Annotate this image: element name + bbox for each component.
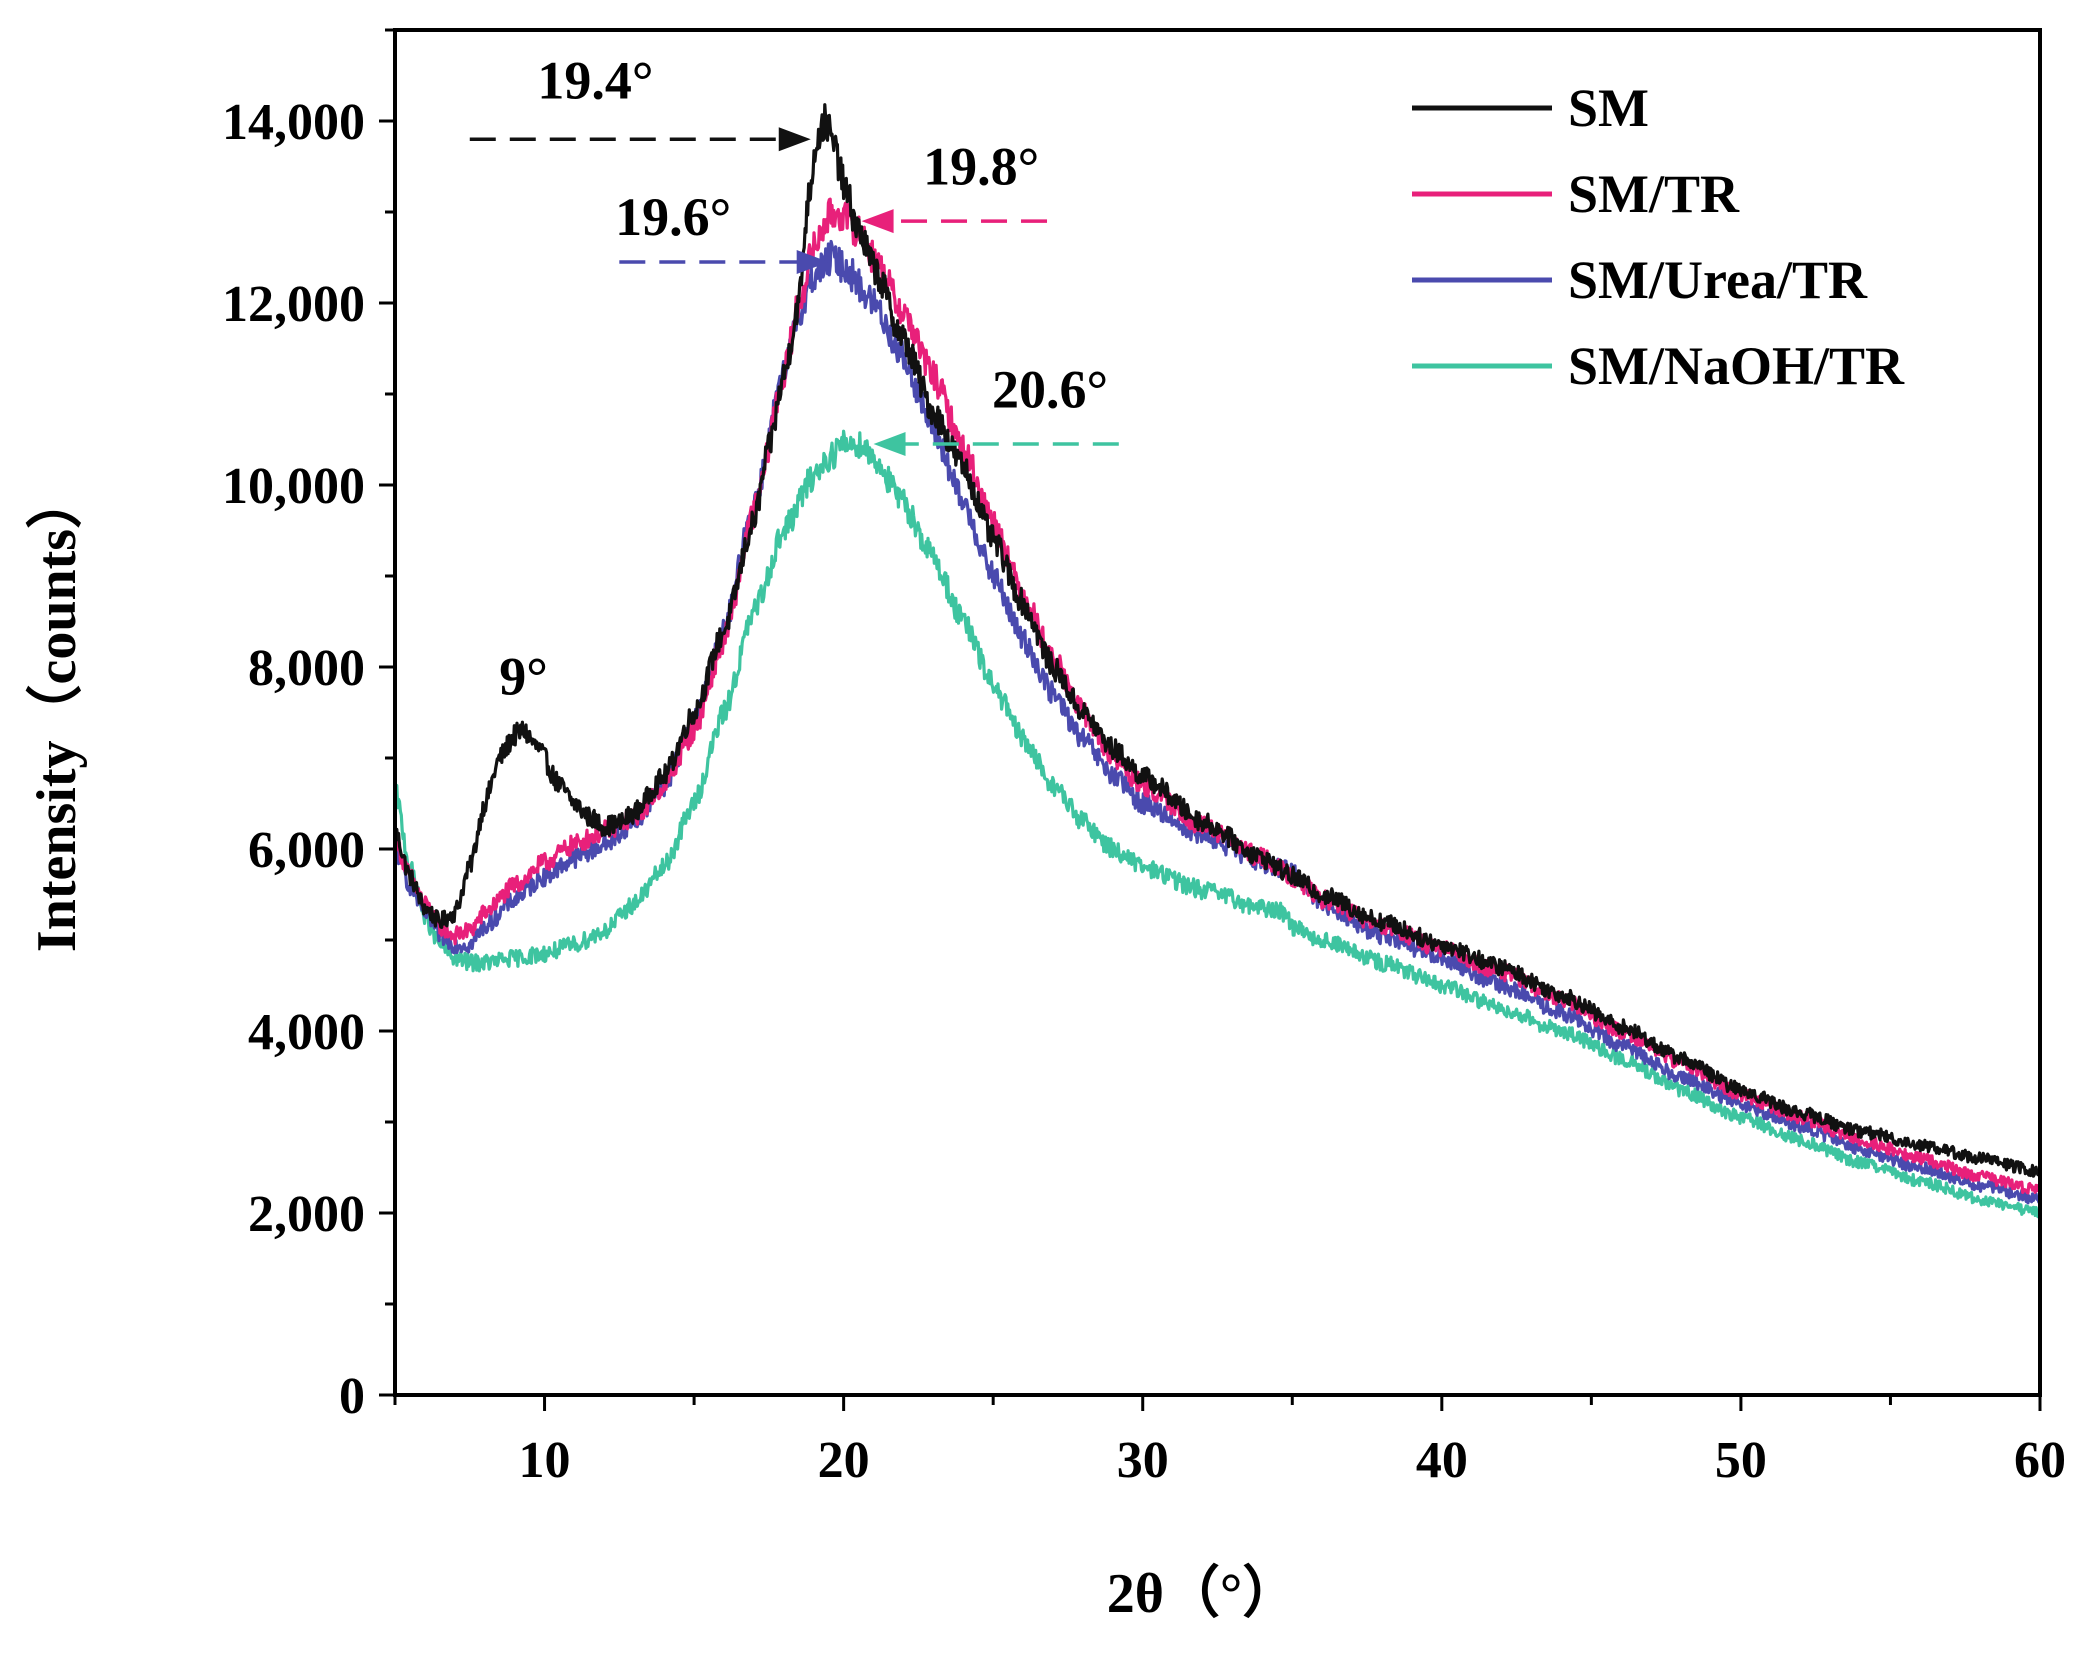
annotation-arrowhead — [861, 209, 894, 234]
y-tick-label: 12,000 — [222, 276, 365, 333]
annotation-label: 19.6° — [615, 187, 731, 247]
annotation-arrowhead — [873, 432, 906, 457]
y-tick-label: 4,000 — [248, 1004, 365, 1061]
x-tick-label: 60 — [2014, 1432, 2066, 1489]
series-layer — [393, 103, 2042, 1219]
y-tick-label: 8,000 — [248, 640, 365, 697]
legend-label: SM/NaOH/TR — [1568, 336, 1905, 396]
y-tick-label: 10,000 — [222, 458, 365, 515]
annotation-label: 20.6° — [992, 360, 1108, 420]
legend-label: SM — [1568, 78, 1649, 138]
x-tick-label: 30 — [1117, 1432, 1169, 1489]
plot-frame — [393, 28, 2042, 1397]
series-line-sm — [393, 103, 2042, 1178]
x-tick-label: 10 — [519, 1432, 571, 1489]
annotation-arrowhead — [796, 250, 829, 275]
tick-layer: 10 20 30 40 50 60 0 2,000 4,000 6,000 8,000 10,000 1… — [222, 28, 2066, 1489]
x-tick-label: 40 — [1416, 1432, 1468, 1489]
y-tick-label: 0 — [339, 1368, 365, 1425]
annotation-arrowhead — [778, 127, 811, 152]
x-axis-title: 2θ（°） — [1107, 1562, 1299, 1625]
y-tick-label: 2,000 — [248, 1186, 365, 1243]
legend-label: SM/TR — [1568, 164, 1740, 224]
y-tick-label: 6,000 — [248, 822, 365, 879]
annotation-label: 9° — [499, 646, 548, 706]
x-tick-label: 20 — [818, 1432, 870, 1489]
annotation-label: 19.8° — [923, 137, 1039, 197]
series-line-sm-naoh-tr — [393, 429, 2042, 1219]
y-tick-label: 14,000 — [222, 94, 365, 151]
legend: SM SM/TR SM/Urea/TR SM/NaOH/TR — [1412, 78, 1905, 396]
y-axis-title: Intensity（counts） — [25, 473, 88, 952]
legend-label: SM/Urea/TR — [1568, 250, 1868, 310]
annotation-layer: 9° 19.4° 19.8° 19.6° 20.6° — [469, 50, 1119, 706]
x-tick-label: 50 — [1715, 1432, 1767, 1489]
annotation-label: 19.4° — [537, 50, 653, 110]
